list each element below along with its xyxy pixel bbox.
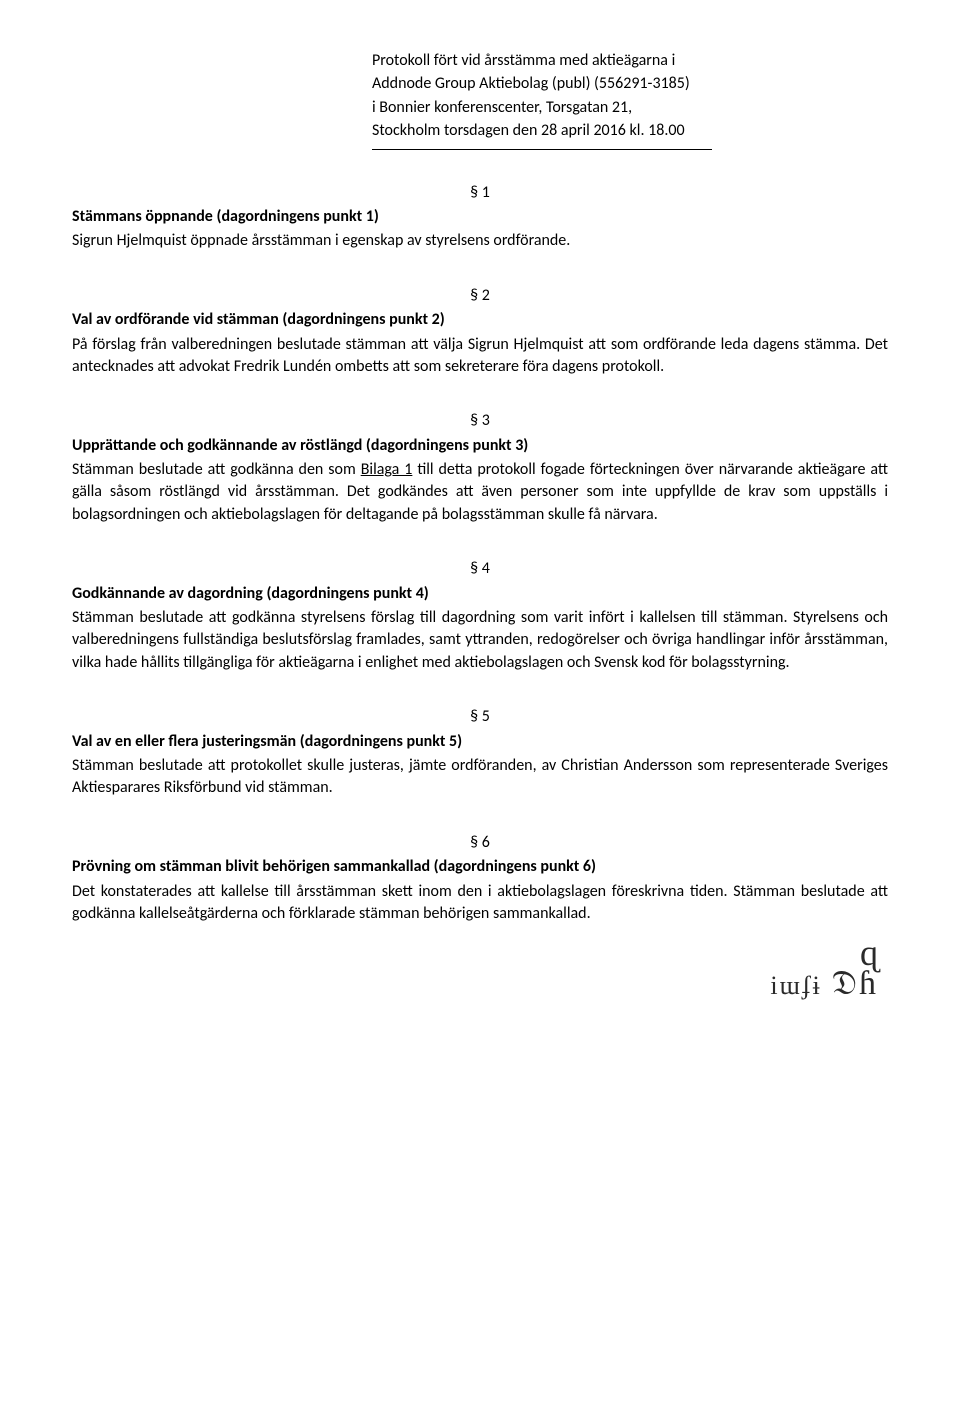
section-5-body: Stämman beslutade att protokollet skulle… xyxy=(72,755,888,800)
section-4-body: Stämman beslutade att godkänna styrelsen… xyxy=(72,607,888,674)
section-2-heading: Val av ordförande vid stämman (dagordnin… xyxy=(72,310,445,329)
section-3-number: § 3 xyxy=(72,410,888,432)
section-3-body-pre: Stämman beslutade att godkänna den som xyxy=(72,460,361,479)
bilaga-link: Bilaga 1 xyxy=(361,460,413,479)
signature-block: ɋ iɯʄɨ 𝔇ɦ xyxy=(72,935,888,1001)
section-3-body: Stämman beslutade att godkänna den som B… xyxy=(72,459,888,526)
document-header: Protokoll fört vid årsstämma med aktieäg… xyxy=(372,50,888,150)
section-6-heading: Prövning om stämman blivit behörigen sam… xyxy=(72,857,596,876)
header-line-3: i Bonnier konferenscenter, Torsgatan 21, xyxy=(372,97,888,119)
section-1-body: Sigrun Hjelmquist öppnade årsstämman i e… xyxy=(72,230,888,252)
section-6-body: Det konstaterades att kallelse till årss… xyxy=(72,881,888,926)
section-4: § 4 Godkännande av dagordning (dagordnin… xyxy=(72,558,888,674)
section-4-number: § 4 xyxy=(72,558,888,580)
section-2: § 2 Val av ordförande vid stämman (dagor… xyxy=(72,285,888,379)
header-line-4: Stockholm torsdagen den 28 april 2016 kl… xyxy=(372,120,888,142)
section-1-heading: Stämmans öppnande (dagordningens punkt 1… xyxy=(72,207,379,226)
header-line-2: Addnode Group Aktiebolag (publ) (556291-… xyxy=(372,73,888,95)
section-1: § 1 Stämmans öppnande (dagordningens pun… xyxy=(72,182,888,253)
section-2-body: På förslag från valberedningen beslutade… xyxy=(72,334,888,379)
section-3-heading: Upprättande och godkännande av röstlängd… xyxy=(72,436,528,455)
section-3: § 3 Upprättande och godkännande av röstl… xyxy=(72,410,888,526)
signature-1: ɋ xyxy=(72,935,878,971)
section-5: § 5 Val av en eller flera justeringsmän … xyxy=(72,706,888,800)
header-line-1: Protokoll fört vid årsstämma med aktieäg… xyxy=(372,50,888,72)
header-divider xyxy=(372,149,712,150)
section-1-number: § 1 xyxy=(72,182,888,204)
section-4-heading: Godkännande av dagordning (dagordningens… xyxy=(72,584,429,603)
section-2-number: § 2 xyxy=(72,285,888,307)
section-5-heading: Val av en eller flera justeringsmän (dag… xyxy=(72,732,462,751)
section-6-number: § 6 xyxy=(72,832,888,854)
section-6: § 6 Prövning om stämman blivit behörigen… xyxy=(72,832,888,926)
signature-2: iɯʄɨ 𝔇ɦ xyxy=(72,967,878,1001)
section-5-number: § 5 xyxy=(72,706,888,728)
